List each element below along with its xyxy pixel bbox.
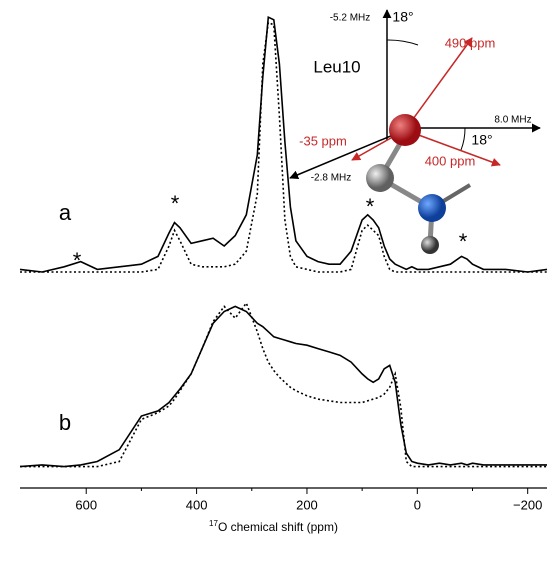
tensor-arrow [404, 129, 501, 167]
asterisk: * [73, 248, 82, 273]
x-tick-label: 0 [414, 497, 421, 512]
hydrogen-atom [421, 236, 439, 254]
molecule-inset [289, 9, 541, 254]
x-axis-label: 17O chemical shift (ppm) [209, 519, 338, 534]
annotation: 18° [392, 9, 413, 25]
x-tick-label: 600 [75, 497, 97, 512]
spectrum-line [19, 15, 548, 273]
oxygen-atom [389, 114, 421, 146]
annotation: Leu10 [313, 57, 360, 76]
carbon-atom [366, 164, 394, 192]
panel-label: b [59, 410, 71, 435]
tensor-arrow [404, 37, 473, 131]
asterisk: * [366, 194, 375, 219]
axis-arrow [289, 129, 406, 180]
annotation: 490 ppm [445, 35, 496, 50]
asterisk: * [171, 191, 180, 216]
angle-arc [386, 39, 419, 46]
annotation: -5.2 MHz [330, 13, 371, 24]
annotation: -35 ppm [299, 133, 347, 148]
x-axis-label-text: O chemical shift (ppm) [218, 520, 338, 534]
nitrogen-atom [418, 194, 446, 222]
x-axis-label-sup: 17 [209, 519, 218, 528]
spectrum-line [20, 301, 547, 468]
spectrum-line [19, 305, 547, 468]
annotation: 400 ppm [425, 153, 476, 168]
x-tick-label: −200 [513, 497, 542, 512]
x-tick-label: 400 [186, 497, 208, 512]
annotation: -2.8 MHz [311, 173, 352, 184]
angle-arc [460, 127, 466, 151]
spectrum-line [20, 21, 547, 273]
annotation: 8.0 MHz [494, 115, 531, 126]
asterisk: * [459, 229, 468, 254]
x-tick-label: 200 [296, 497, 318, 512]
annotation: 18° [471, 132, 492, 148]
panel-label: a [59, 200, 72, 225]
